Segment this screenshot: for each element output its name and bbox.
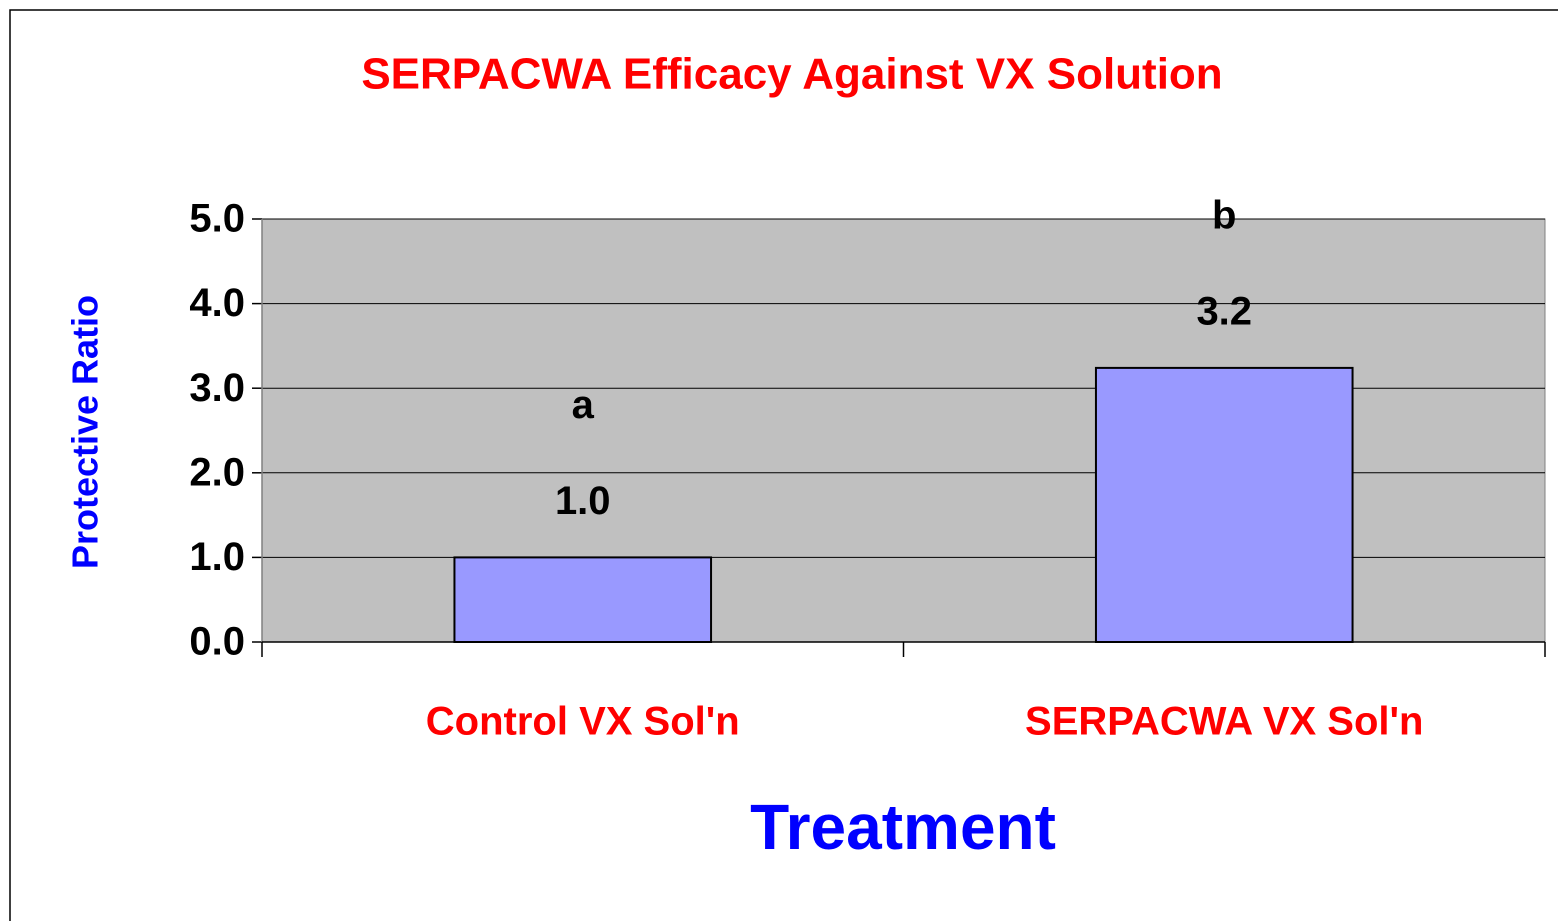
value-label: 3.2	[1196, 289, 1252, 333]
chart-title: SERPACWA Efficacy Against VX Solution	[361, 50, 1222, 99]
y-tick-label: 3.0	[189, 366, 245, 410]
significance-label: b	[1212, 193, 1236, 237]
y-tick-label: 2.0	[189, 450, 245, 494]
y-axis-label: Protective Ratio	[65, 295, 106, 569]
y-tick-label: 1.0	[189, 535, 245, 579]
y-tick-label: 4.0	[189, 281, 245, 325]
bar	[1094, 366, 1354, 643]
x-tick-label: Control VX Sol'n	[426, 700, 740, 744]
x-tick-label: SERPACWA VX Sol'n	[1025, 700, 1423, 744]
significance-label: a	[572, 383, 595, 427]
value-label: 1.0	[555, 479, 611, 523]
bar	[453, 556, 713, 644]
x-axis-label: Treatment	[750, 791, 1056, 863]
y-tick-label: 0.0	[189, 620, 245, 664]
y-tick-label: 5.0	[189, 197, 245, 241]
